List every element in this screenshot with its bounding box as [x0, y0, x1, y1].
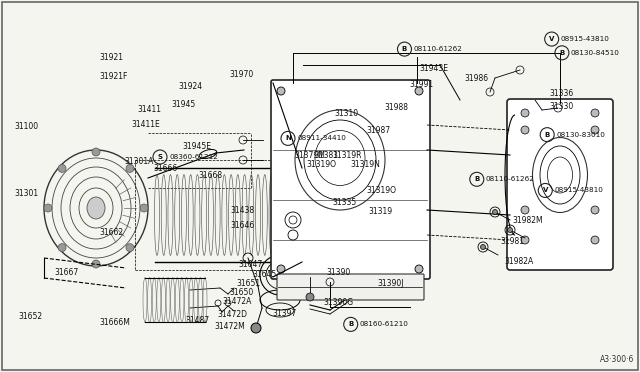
Text: 31411E: 31411E	[131, 120, 160, 129]
Ellipse shape	[87, 197, 105, 219]
Text: 31472D: 31472D	[218, 310, 248, 319]
Text: 08915-43810: 08915-43810	[561, 36, 609, 42]
Text: 08130-83010: 08130-83010	[556, 132, 605, 138]
Circle shape	[521, 206, 529, 214]
Text: 31390: 31390	[326, 268, 351, 277]
Text: 08110-61262: 08110-61262	[486, 176, 534, 182]
Text: 08160-61210: 08160-61210	[360, 321, 408, 327]
Text: 31945E: 31945E	[182, 142, 211, 151]
Text: 31397: 31397	[272, 309, 296, 318]
Text: 31666: 31666	[154, 164, 178, 173]
Text: 31646: 31646	[230, 221, 255, 230]
Text: 31330: 31330	[549, 102, 573, 110]
Text: 31991: 31991	[410, 80, 434, 89]
Circle shape	[58, 244, 66, 251]
Text: 08360-61212: 08360-61212	[169, 154, 218, 160]
Text: 31982A: 31982A	[504, 257, 534, 266]
Circle shape	[521, 126, 529, 134]
Text: 31301A: 31301A	[125, 157, 154, 166]
Text: 31668: 31668	[198, 171, 223, 180]
Circle shape	[415, 265, 423, 273]
Circle shape	[126, 244, 134, 251]
Text: B: B	[348, 321, 353, 327]
Text: 31472M: 31472M	[214, 322, 245, 331]
Text: B: B	[402, 46, 407, 52]
Text: 31981: 31981	[500, 237, 525, 246]
Text: 31982M: 31982M	[512, 216, 543, 225]
Text: 31310: 31310	[334, 109, 358, 118]
Text: N: N	[285, 135, 291, 141]
Circle shape	[521, 109, 529, 117]
Text: A3·300·6: A3·300·6	[600, 355, 634, 364]
Text: 31924: 31924	[178, 82, 202, 91]
Circle shape	[481, 244, 486, 250]
Text: 31645: 31645	[253, 270, 277, 279]
FancyBboxPatch shape	[271, 80, 430, 279]
Text: B: B	[559, 50, 564, 56]
Circle shape	[58, 164, 66, 172]
Circle shape	[277, 87, 285, 95]
Text: 31390J: 31390J	[378, 279, 404, 288]
Text: 08110-61262: 08110-61262	[413, 46, 462, 52]
Text: 31438: 31438	[230, 206, 255, 215]
Circle shape	[591, 236, 599, 244]
Text: 31319: 31319	[368, 207, 392, 216]
Circle shape	[92, 260, 100, 268]
Text: 31667: 31667	[54, 268, 79, 277]
Text: 31666M: 31666M	[99, 318, 130, 327]
Text: 31319O: 31319O	[366, 186, 396, 195]
Text: 31943E: 31943E	[419, 64, 448, 73]
Text: B: B	[474, 176, 479, 182]
Text: 31319R: 31319R	[333, 151, 362, 160]
Circle shape	[44, 204, 52, 212]
Text: 08130-84510: 08130-84510	[571, 50, 620, 56]
Text: 31652: 31652	[18, 312, 42, 321]
Text: V: V	[543, 187, 548, 193]
Circle shape	[591, 126, 599, 134]
FancyBboxPatch shape	[507, 99, 613, 270]
Text: 08915-43810: 08915-43810	[554, 187, 603, 193]
Text: 31472A: 31472A	[223, 297, 252, 306]
Text: S: S	[157, 154, 163, 160]
Text: 31487: 31487	[186, 316, 210, 325]
Text: V: V	[549, 36, 554, 42]
Circle shape	[493, 209, 497, 215]
Text: 31319N: 31319N	[351, 160, 381, 169]
Text: 31921: 31921	[99, 53, 123, 62]
Text: 31411: 31411	[138, 105, 161, 114]
Circle shape	[591, 109, 599, 117]
Text: 31945: 31945	[172, 100, 196, 109]
Circle shape	[415, 87, 423, 95]
Text: 31647: 31647	[238, 260, 262, 269]
Text: 31335: 31335	[333, 198, 357, 207]
Text: 31336: 31336	[549, 89, 573, 98]
FancyBboxPatch shape	[277, 274, 424, 300]
Text: 31988: 31988	[384, 103, 408, 112]
Text: 31301: 31301	[14, 189, 38, 198]
Text: 31100: 31100	[14, 122, 38, 131]
Circle shape	[591, 206, 599, 214]
Text: 31650: 31650	[229, 288, 253, 296]
Circle shape	[126, 164, 134, 172]
Text: 31651: 31651	[237, 279, 261, 288]
Circle shape	[251, 323, 261, 333]
Circle shape	[306, 293, 314, 301]
Text: 08911-34410: 08911-34410	[297, 135, 346, 141]
Circle shape	[92, 148, 100, 156]
Text: 31379M: 31379M	[294, 151, 325, 160]
Circle shape	[521, 236, 529, 244]
Text: 31381: 31381	[315, 151, 339, 160]
Text: 31921F: 31921F	[99, 72, 127, 81]
Circle shape	[508, 228, 513, 232]
Text: 31987: 31987	[366, 126, 390, 135]
Text: 31390G: 31390G	[324, 298, 354, 307]
Text: B: B	[545, 132, 550, 138]
Circle shape	[140, 204, 148, 212]
Text: 31986: 31986	[464, 74, 488, 83]
Text: 31319O: 31319O	[306, 160, 336, 169]
Text: 31970: 31970	[229, 70, 253, 79]
Text: 31662: 31662	[99, 228, 124, 237]
Circle shape	[277, 265, 285, 273]
